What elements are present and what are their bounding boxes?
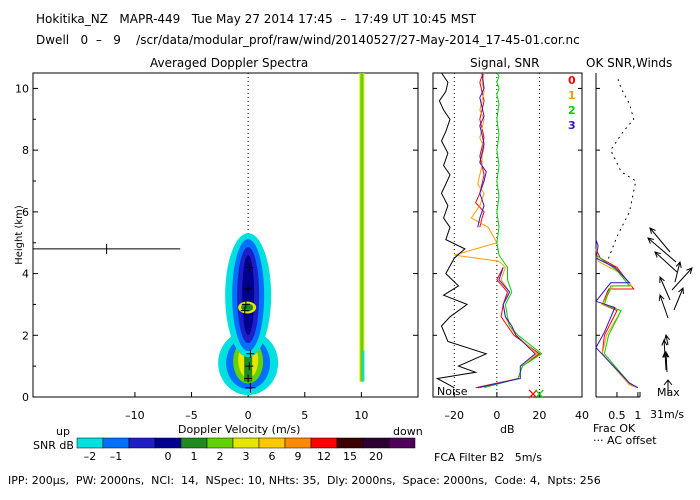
spectra-echo-upper [242,255,255,336]
colorbar-tick-label: 15 [343,450,357,463]
wind-barb-arrow [663,350,670,373]
spectra-y-tick-label: 8 [22,144,29,157]
snr-x-tick-label: 20 [532,409,546,422]
spectral-peak-marker [246,349,255,358]
snr-xlabel: dB [500,423,515,436]
spectral-peak-marker [241,300,250,309]
noise-label: Noise [437,385,468,398]
colorbar-swatch [206,437,234,449]
header-title: Hokitika_NZ MAPR-449 Tue May 27 2014 17:… [36,12,476,26]
colorbar-tick-label: 12 [317,450,331,463]
spectra-echo-upper-core [241,303,254,312]
winds-series-2 [595,254,639,389]
spectra-echo-line-base [362,350,365,382]
winds-series-3 [595,239,639,389]
spectral-peak-marker [244,285,253,293]
spectra-x-tick-label: –10 [125,409,145,422]
snr-title: Signal, SNR [470,56,540,70]
wind-barb-arrow [661,338,668,356]
colorbar-swatch [258,437,286,449]
fca-filter: FCA Filter B2 5m/s [434,451,542,464]
spectra-title: Averaged Doppler Spectra [150,56,309,70]
winds-x-tick-label: 0.5 [608,409,626,422]
colorbar-tick-label: 2 [217,450,224,463]
spectral-peak-marker [240,306,249,315]
winds-series-ac-offset [608,75,637,259]
wind-barb-arrow [659,275,671,301]
colorbar-swatch [232,437,260,449]
colorbar-swatch [102,437,130,449]
spectra-y-tick-label: 4 [22,268,29,281]
spectra-ylabel: Height (km) [14,205,25,265]
spectra-down-label: down [393,425,423,438]
spectra-x-tick-label: –5 [185,409,198,422]
winds-title: OK SNR,Winds [586,56,673,70]
spectra-up-label: up [56,425,70,438]
winds-legend-0: 0 [568,74,576,87]
max-wind-label: Max [657,386,680,399]
colorbar-swatch [180,437,208,449]
ac-offset-note: ··· AC offset [593,434,657,447]
winds-legend-3: 3 [568,119,576,132]
snr-x-tick-label: –20 [445,409,465,422]
colorbar-tick-label: 0 [165,450,172,463]
snr-x-marker [535,389,544,399]
snr-frame [432,72,583,398]
colorbar-swatch [388,437,416,449]
colorbar-tick-label: –1 [110,450,123,463]
spectra-frame [32,72,419,398]
wind-barb-arrow [649,227,671,253]
colorbar-swatch [284,437,312,449]
colorbar-tick-label: 1 [191,450,198,463]
spectra-x-tick-label: 10 [354,409,368,422]
snr-series-0 [475,72,541,389]
spectra-xlabel: Doppler Velocity (m/s) [178,423,301,436]
wind-barb-arrow [647,237,677,263]
spectra-echo-line-inner [360,73,364,382]
spectral-peak-marker [245,263,254,272]
wind-barb-arrow [671,267,693,291]
winds-legend-2: 2 [568,104,576,117]
colorbar-tick-label: –2 [84,450,97,463]
spectra-echo-lower-core [244,347,253,382]
wind-barb-arrow [674,260,682,283]
spectra-y-tick-label: 2 [22,329,29,342]
footer-params: IPP: 200µs, PW: 2000ns, NCI: 14, NSpec: … [8,474,601,487]
snr-x-tick-label: 0 [493,409,500,422]
spectra-x-tick-label: 5 [301,409,308,422]
snr-x-tick-label: 40 [575,409,589,422]
spectra-y-tick-label: 0 [22,391,29,404]
wind-barb-arrow [658,293,669,319]
colorbar-tick-label: 6 [269,450,276,463]
spectral-peak-marker [244,374,253,383]
wind-barb-arrow [664,333,670,346]
wind-barb-arrow [673,286,684,311]
winds-legend-1: 1 [568,89,576,102]
max-wind-value: 31m/s [650,408,685,421]
colorbar-tick-label: 3 [243,450,250,463]
snr-x-marker [528,389,538,399]
spectra-x-tick-label: 0 [245,409,252,422]
spectra-y-tick-label: 10 [15,82,29,95]
snr-series-2 [483,72,543,389]
colorbar-swatch [76,437,104,449]
colorbar-swatch [362,437,390,449]
colorbar-label: SNR dB [33,439,74,452]
colorbar-tick-label: 9 [295,450,302,463]
max-wind-arrow [663,379,673,395]
snr-series-noise [435,72,488,389]
colorbar-swatch [154,437,182,449]
snr-series-3 [477,72,536,389]
header-file-path: Dwell 0 – 9 /scr/data/modular_prof/raw/w… [36,33,580,47]
frac-ok-label: Frac OK [593,422,636,435]
colorbar-swatch [336,437,364,449]
colorbar-tick-label: 20 [369,450,383,463]
spectral-peak-marker [245,362,254,371]
wind-barb-arrow [654,251,678,273]
colorbar-swatch [310,437,338,449]
winds-x-tick-label: 1 [634,409,641,422]
colorbar-swatch [128,437,156,449]
spectra-y-tick-label: 6 [22,206,29,219]
